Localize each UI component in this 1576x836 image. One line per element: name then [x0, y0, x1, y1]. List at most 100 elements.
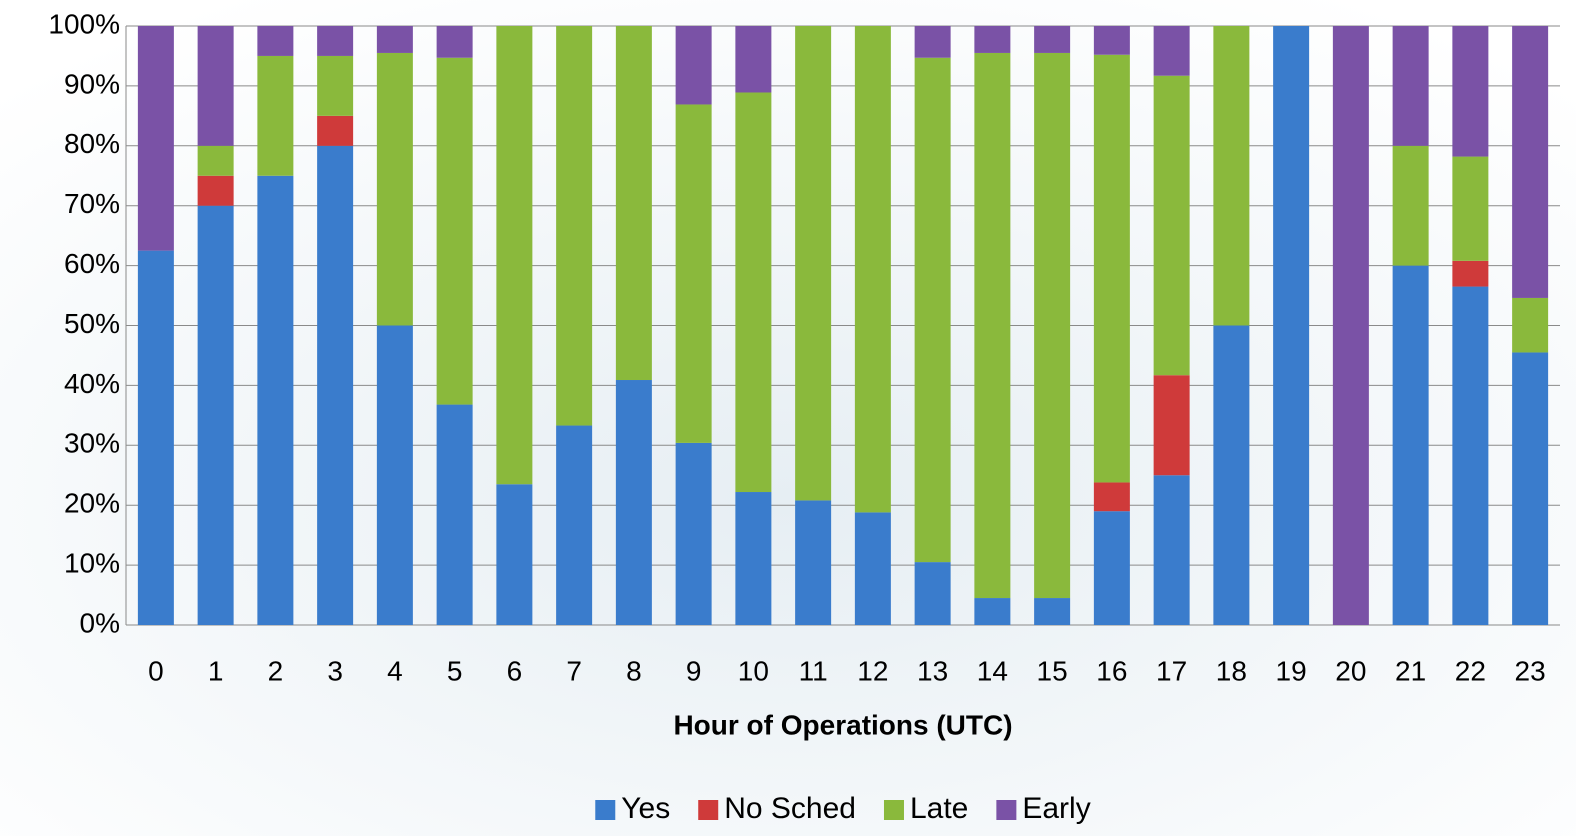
legend-swatch [698, 800, 719, 820]
x-axis-title: Hour of Operations (UTC) [673, 709, 1012, 740]
x-tick-label: 22 [1455, 655, 1486, 686]
bar-segment [1392, 265, 1429, 625]
bar-segment [914, 562, 951, 625]
bar-segment [1034, 26, 1071, 53]
y-tick-label: 0% [80, 607, 120, 638]
bar-segment [1034, 52, 1071, 599]
bar-segment [914, 26, 951, 58]
bar-segment [197, 205, 234, 625]
bar-segment [1093, 26, 1130, 55]
x-tick-label: 20 [1335, 655, 1366, 686]
bar-segment [317, 55, 354, 116]
x-tick-label: 6 [507, 655, 523, 686]
bar-segment [1452, 286, 1489, 625]
x-tick-label: 19 [1276, 655, 1307, 686]
y-tick-label: 70% [64, 188, 120, 219]
legend-label: No Sched [724, 792, 856, 825]
x-tick-label: 16 [1096, 655, 1127, 686]
bar-segment [1452, 156, 1489, 261]
bar-segment [735, 26, 772, 93]
x-tick-label: 23 [1515, 655, 1546, 686]
bar-segment [376, 325, 413, 625]
bar-segment [436, 57, 473, 405]
bar-segment [974, 598, 1011, 625]
x-tick-label: 14 [977, 655, 1008, 686]
bar-segment [1153, 375, 1190, 476]
y-tick-label: 20% [64, 488, 120, 519]
bar-segment [317, 115, 354, 146]
bar-segment [1093, 54, 1130, 483]
bar-segment [197, 175, 234, 206]
bar-segment [137, 26, 174, 251]
bar-segment [1392, 26, 1429, 146]
y-tick-label: 100% [48, 8, 120, 39]
bar-segment [137, 250, 174, 625]
bar-segment [974, 26, 1011, 53]
bar-segment [257, 26, 294, 56]
bar-segment [1153, 26, 1190, 76]
bar-segment [1452, 260, 1489, 287]
bar-segment [795, 500, 832, 625]
legend-swatch [883, 800, 904, 820]
bar-segment [1093, 482, 1130, 512]
bar-segment [675, 26, 712, 105]
bar-segment [675, 442, 712, 625]
x-tick-label: 12 [857, 655, 888, 686]
y-tick-label: 10% [64, 547, 120, 578]
x-tick-label: 11 [799, 655, 828, 686]
bar-segment [556, 425, 593, 625]
y-tick-label: 30% [64, 428, 120, 459]
x-tick-label: 10 [738, 655, 769, 686]
bar-segment [1034, 598, 1071, 625]
x-tick-label: 7 [566, 655, 582, 686]
bar-segment [974, 52, 1011, 599]
bar-segment [436, 404, 473, 625]
legend-label: Yes [621, 792, 670, 825]
bar-segment [914, 57, 951, 563]
bar-segment [615, 26, 652, 381]
bar-segment [1332, 26, 1369, 625]
bar-segment [1153, 475, 1190, 625]
bar-segment [1153, 75, 1190, 376]
bar-segment [197, 145, 234, 176]
bar-segment [1512, 26, 1549, 298]
bar-segment [496, 26, 533, 485]
bar-segment [854, 512, 891, 625]
x-tick-label: 5 [447, 655, 463, 686]
bar-segment [1512, 297, 1549, 353]
y-tick-label: 90% [64, 68, 120, 99]
bar-segment [1093, 511, 1130, 625]
x-tick-label: 18 [1216, 655, 1247, 686]
y-tick-label: 60% [64, 248, 120, 279]
bar-segment [436, 26, 473, 58]
bar-segment [1213, 325, 1250, 625]
legend-label: Early [1022, 792, 1090, 825]
x-tick-label: 3 [327, 655, 343, 686]
bar-segment [854, 26, 891, 513]
bar-segment [615, 380, 652, 625]
bar-segment [1273, 26, 1310, 625]
bar-segment [317, 26, 354, 56]
x-tick-label: 9 [686, 655, 702, 686]
bar-segment [376, 26, 413, 53]
x-tick-label: 15 [1037, 655, 1068, 686]
x-tick-label: 2 [268, 655, 284, 686]
bar-segment [1213, 26, 1250, 326]
bar-segment [257, 175, 294, 625]
bar-segment [1512, 352, 1549, 625]
legend-label: Late [910, 792, 968, 825]
bar-segment [795, 26, 832, 501]
bar-segment [496, 484, 533, 625]
bar-segment [257, 55, 294, 176]
bar-segment [197, 26, 234, 146]
bar-segment [735, 492, 772, 625]
legend-swatch [595, 800, 616, 820]
bar-segment [735, 92, 772, 493]
x-tick-label: 4 [387, 655, 403, 686]
y-tick-label: 50% [64, 308, 120, 339]
x-tick-label: 8 [626, 655, 642, 686]
bar-segment [1452, 26, 1489, 157]
x-tick-label: 21 [1395, 655, 1426, 686]
x-tick-label: 17 [1156, 655, 1187, 686]
